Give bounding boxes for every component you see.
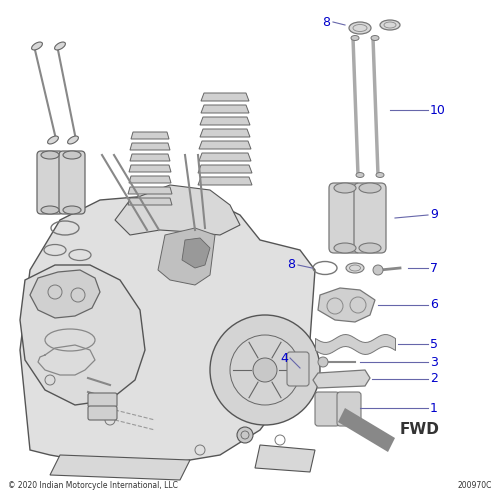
FancyBboxPatch shape bbox=[337, 392, 361, 426]
Text: 8: 8 bbox=[322, 16, 330, 28]
Polygon shape bbox=[201, 105, 249, 113]
Polygon shape bbox=[115, 185, 240, 235]
FancyBboxPatch shape bbox=[354, 183, 386, 253]
Ellipse shape bbox=[356, 172, 364, 178]
Ellipse shape bbox=[359, 243, 381, 253]
FancyBboxPatch shape bbox=[329, 183, 361, 253]
Polygon shape bbox=[313, 370, 370, 388]
Ellipse shape bbox=[359, 183, 381, 193]
Polygon shape bbox=[182, 238, 210, 268]
Text: FWD: FWD bbox=[400, 422, 440, 438]
Ellipse shape bbox=[54, 42, 66, 50]
Text: 1: 1 bbox=[430, 402, 438, 414]
Ellipse shape bbox=[349, 22, 371, 34]
Polygon shape bbox=[128, 187, 172, 194]
Text: 2: 2 bbox=[430, 372, 438, 386]
Polygon shape bbox=[198, 177, 252, 185]
Text: 200970C: 200970C bbox=[458, 481, 492, 490]
Text: 9: 9 bbox=[430, 208, 438, 222]
FancyBboxPatch shape bbox=[287, 352, 309, 386]
Polygon shape bbox=[20, 195, 315, 465]
FancyBboxPatch shape bbox=[59, 151, 85, 214]
Polygon shape bbox=[199, 153, 251, 161]
FancyBboxPatch shape bbox=[37, 151, 63, 214]
Ellipse shape bbox=[380, 20, 400, 30]
Polygon shape bbox=[158, 228, 215, 285]
Ellipse shape bbox=[346, 263, 364, 273]
Ellipse shape bbox=[376, 172, 384, 178]
Polygon shape bbox=[201, 93, 249, 101]
FancyBboxPatch shape bbox=[88, 406, 117, 420]
Polygon shape bbox=[130, 143, 170, 150]
Polygon shape bbox=[338, 408, 395, 452]
Circle shape bbox=[237, 427, 253, 443]
Ellipse shape bbox=[334, 183, 356, 193]
Ellipse shape bbox=[63, 151, 81, 159]
Circle shape bbox=[373, 265, 383, 275]
Text: 7: 7 bbox=[430, 262, 438, 274]
Ellipse shape bbox=[32, 42, 42, 50]
Polygon shape bbox=[130, 154, 170, 161]
Polygon shape bbox=[30, 270, 100, 318]
Polygon shape bbox=[128, 198, 172, 205]
Polygon shape bbox=[129, 176, 171, 183]
Ellipse shape bbox=[48, 136, 58, 144]
Polygon shape bbox=[199, 141, 251, 149]
Polygon shape bbox=[198, 165, 252, 173]
Ellipse shape bbox=[351, 36, 359, 41]
Circle shape bbox=[318, 357, 328, 367]
Ellipse shape bbox=[371, 36, 379, 41]
Polygon shape bbox=[50, 455, 190, 480]
Polygon shape bbox=[129, 165, 171, 172]
FancyBboxPatch shape bbox=[315, 392, 339, 426]
Text: 10: 10 bbox=[430, 104, 446, 117]
Polygon shape bbox=[20, 265, 145, 405]
Ellipse shape bbox=[63, 206, 81, 214]
Text: © 2020 Indian Motorcycle International, LLC: © 2020 Indian Motorcycle International, … bbox=[8, 481, 178, 490]
FancyBboxPatch shape bbox=[88, 393, 117, 407]
Text: 4: 4 bbox=[280, 352, 288, 364]
Text: 5: 5 bbox=[430, 338, 438, 350]
Ellipse shape bbox=[334, 243, 356, 253]
Ellipse shape bbox=[68, 136, 78, 144]
Circle shape bbox=[210, 315, 320, 425]
Circle shape bbox=[253, 358, 277, 382]
Polygon shape bbox=[200, 129, 250, 137]
Polygon shape bbox=[255, 445, 315, 472]
Polygon shape bbox=[131, 132, 169, 139]
Polygon shape bbox=[318, 288, 375, 322]
Text: 3: 3 bbox=[430, 356, 438, 368]
Ellipse shape bbox=[41, 206, 59, 214]
Text: 8: 8 bbox=[287, 258, 295, 272]
Polygon shape bbox=[200, 117, 250, 125]
Text: 6: 6 bbox=[430, 298, 438, 312]
Ellipse shape bbox=[41, 151, 59, 159]
